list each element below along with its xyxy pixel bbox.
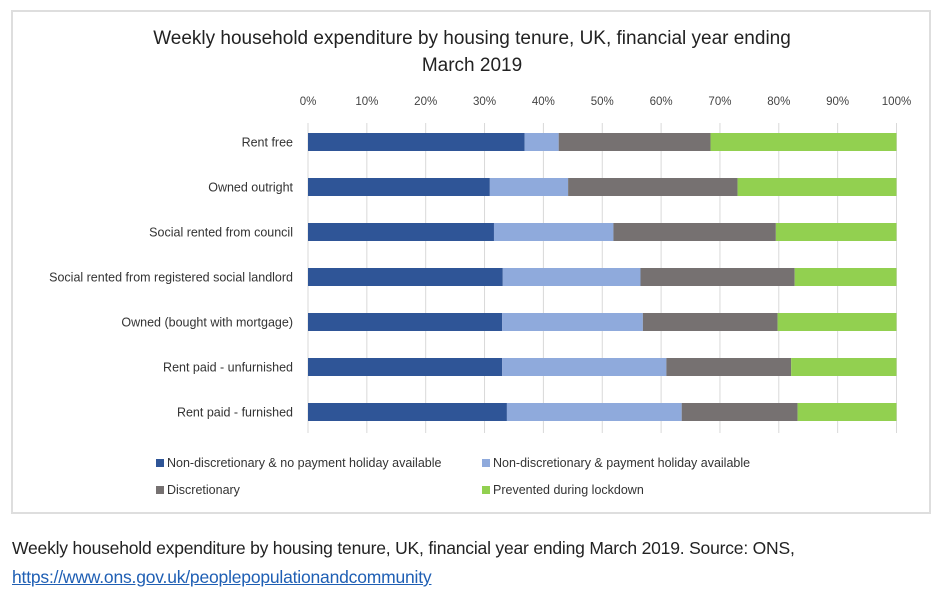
- category-label: Rent free: [242, 136, 293, 150]
- x-tick-label: 70%: [708, 96, 731, 108]
- chart-title-line-1: Weekly household expenditure by housing …: [153, 28, 791, 49]
- figure-caption: Weekly household expenditure by housing …: [12, 534, 937, 592]
- legend: Non-discretionary & no payment holiday a…: [156, 456, 750, 497]
- x-tick-label: 100%: [882, 96, 911, 108]
- legend-label: Non-discretionary & payment holiday avai…: [493, 456, 750, 470]
- x-tick-label: 40%: [532, 96, 555, 108]
- bar-segment: [308, 133, 525, 151]
- bar-segment: [775, 223, 897, 241]
- legend-label: Discretionary: [167, 483, 241, 497]
- bar-segment: [502, 268, 641, 286]
- bar-segment: [308, 313, 503, 331]
- bar-segment: [568, 178, 738, 196]
- bar-segment: [489, 178, 569, 196]
- bar-segment: [666, 358, 792, 376]
- chart-title-line-2: March 2019: [422, 55, 522, 76]
- legend-marker: [482, 486, 490, 494]
- legend-label: Non-discretionary & no payment holiday a…: [167, 456, 442, 470]
- x-tick-label: 0%: [300, 96, 317, 108]
- category-label: Owned outright: [208, 181, 293, 195]
- legend-marker: [482, 459, 490, 467]
- x-tick-label: 20%: [414, 96, 437, 108]
- x-tick-label: 80%: [767, 96, 790, 108]
- x-tick-label: 30%: [473, 96, 496, 108]
- caption-text: Weekly household expenditure by housing …: [12, 538, 795, 558]
- bar-segment: [308, 223, 494, 241]
- bar-segment: [797, 403, 897, 421]
- category-label: Rent paid - unfurnished: [163, 361, 293, 375]
- x-axis-ticks: 0% 10% 20% 30% 40% 50% 60% 70% 80% 90% 100%: [300, 96, 912, 108]
- x-tick-label: 60%: [650, 96, 673, 108]
- bar-segment: [493, 223, 614, 241]
- bars: [308, 133, 897, 421]
- bar-segment: [613, 223, 776, 241]
- bar-segment: [737, 178, 897, 196]
- x-tick-label: 90%: [826, 96, 849, 108]
- category-label: Owned (bought with mortgage): [121, 316, 293, 330]
- bar-segment: [558, 133, 711, 151]
- bar-segment: [681, 403, 798, 421]
- bar-segment: [308, 268, 503, 286]
- chart: Weekly household expenditure by housing …: [49, 28, 912, 497]
- x-tick-label: 10%: [355, 96, 378, 108]
- bar-segment: [791, 358, 897, 376]
- bar-segment: [640, 268, 795, 286]
- source-link[interactable]: https://www.ons.gov.uk/peoplepopulationa…: [12, 567, 432, 587]
- category-label: Social rented from council: [149, 226, 293, 240]
- legend-label: Prevented during lockdown: [493, 483, 644, 497]
- bar-segment: [308, 178, 490, 196]
- bar-segment: [710, 133, 897, 151]
- bar-segment: [642, 313, 778, 331]
- bar-segment: [506, 403, 682, 421]
- bar-segment: [308, 358, 503, 376]
- bar-segment: [524, 133, 559, 151]
- category-label: Rent paid - furnished: [177, 406, 293, 420]
- chart-title: Weekly household expenditure by housing …: [153, 28, 791, 76]
- x-tick-label: 50%: [591, 96, 614, 108]
- bar-segment: [308, 403, 507, 421]
- y-axis-categories: Rent free Owned outright Social rented fro…: [49, 136, 293, 420]
- bar-segment: [794, 268, 897, 286]
- bar-segment: [502, 313, 643, 331]
- bar-segment: [502, 358, 667, 376]
- legend-marker: [156, 459, 164, 467]
- legend-marker: [156, 486, 164, 494]
- category-label: Social rented from registered social lan…: [49, 271, 293, 285]
- bar-segment: [777, 313, 897, 331]
- chart-frame: [11, 10, 931, 514]
